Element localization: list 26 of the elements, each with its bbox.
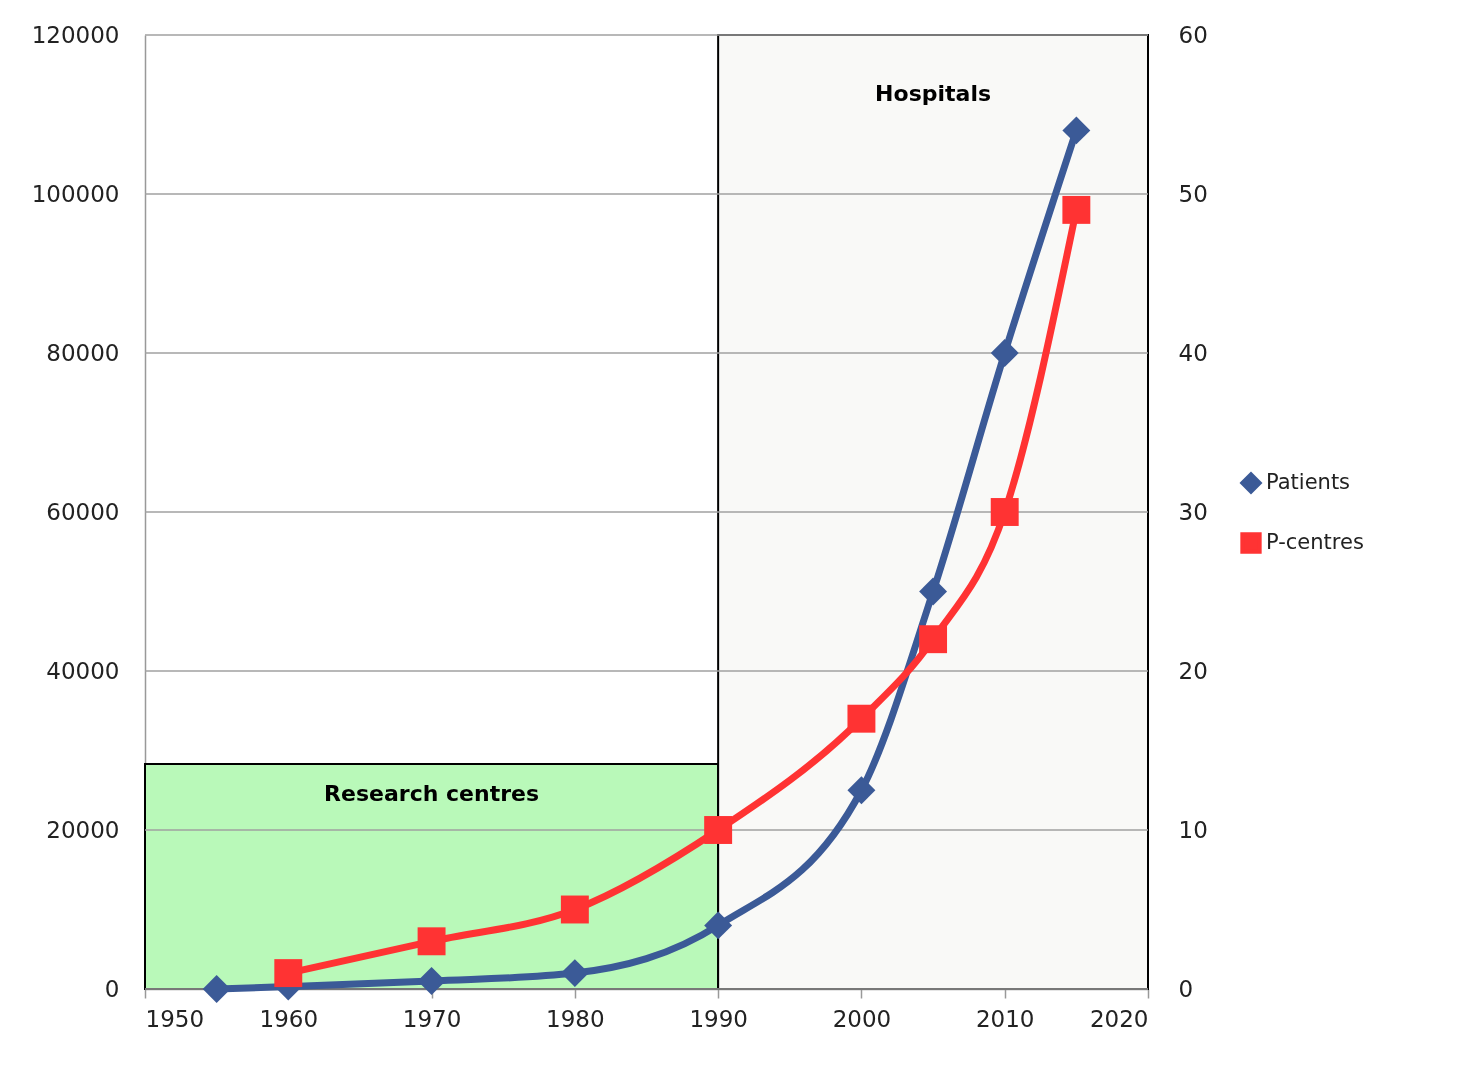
x-tick-label: 2020 [1089,1005,1149,1032]
x-tick-label: 2000 [832,1005,892,1032]
y-tick-label: 80000 [46,339,120,366]
y2-tick-label: 50 [1178,180,1208,207]
x-tick-label: 1970 [402,1005,462,1032]
y-tick-label: 20000 [46,816,120,843]
x-tick-label: 2010 [975,1005,1035,1032]
y-tick-label: 100000 [31,180,120,207]
y-tick-label: 60000 [46,498,120,525]
band-label: Hospitals [875,81,992,107]
x-tick-label: 1960 [259,1005,319,1032]
x-tick-label: 1950 [145,1005,205,1032]
y-tick-label: 0 [104,975,120,1002]
y2-tick-label: 60 [1178,21,1208,48]
y2-tick-label: 30 [1178,498,1208,525]
y2-tick-label: 40 [1178,339,1208,366]
x-tick-label: 1990 [689,1005,748,1032]
legend-label: Patients [1266,470,1351,494]
y-tick-label: 120000 [31,21,120,48]
band-label: Research centres [324,781,540,806]
x-tick-label: 1980 [546,1005,605,1032]
legend-label: P-centres [1266,530,1364,554]
y2-tick-label: 0 [1178,975,1194,1002]
y2-tick-label: 20 [1178,657,1208,684]
y-tick-label: 40000 [46,657,120,684]
y2-tick-label: 10 [1178,816,1208,843]
